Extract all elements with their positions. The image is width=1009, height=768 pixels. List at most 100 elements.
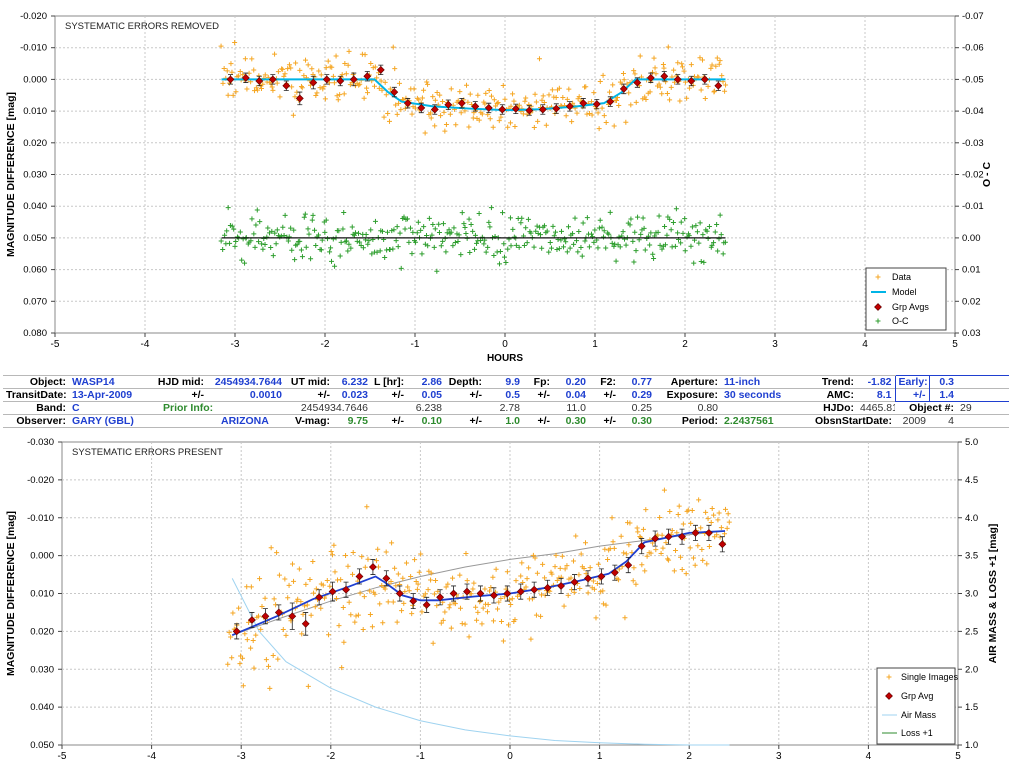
oc-point <box>574 238 580 244</box>
single-image-point <box>526 565 532 571</box>
early-err-unit: min <box>957 388 1009 402</box>
oc-point <box>570 231 576 237</box>
single-image-point <box>552 564 558 570</box>
data-point <box>334 93 340 99</box>
oc-point <box>446 227 452 233</box>
oc-point <box>419 251 425 257</box>
y2-tick-label: 2.5 <box>965 626 978 637</box>
hjd-mid-value: 2454934.7644 <box>207 375 285 389</box>
single-image-point <box>657 515 663 521</box>
data-point <box>262 72 268 78</box>
data-point <box>269 84 275 90</box>
data-point <box>364 85 370 91</box>
data-point <box>233 89 239 95</box>
data-point <box>421 87 427 93</box>
single-image-point <box>540 561 546 567</box>
single-image-point <box>666 557 672 563</box>
grp-avg-point <box>579 99 588 108</box>
oc-point <box>617 244 623 250</box>
vmag-err-value: 0.10 <box>407 414 445 428</box>
single-image-point <box>480 605 486 611</box>
data-point <box>631 68 637 74</box>
oc-point <box>318 247 324 253</box>
oc-point <box>541 223 547 229</box>
oc-point <box>369 251 375 257</box>
single-image-point <box>576 572 582 578</box>
single-image-point <box>419 609 425 615</box>
oc-point <box>240 236 246 242</box>
data-point <box>688 62 694 68</box>
object-num-value: 29 <box>957 401 1009 415</box>
oc-point <box>627 222 633 228</box>
single-image-point <box>350 571 356 577</box>
oc-point <box>294 242 300 248</box>
grp-avg-point <box>282 81 291 90</box>
hjd-err-value: 0.0010 <box>207 388 285 402</box>
single-image-point <box>468 591 474 597</box>
single-image-point <box>509 596 515 602</box>
single-image-point <box>705 516 711 522</box>
data-point <box>342 61 348 67</box>
single-image-point <box>442 609 448 615</box>
y-tick-label: 0.040 <box>30 702 54 713</box>
data-point <box>402 105 408 111</box>
oc-point <box>572 215 578 221</box>
oc-point <box>694 229 700 235</box>
single-image-point <box>479 621 485 627</box>
oc-point <box>242 260 248 266</box>
single-image-point <box>556 575 562 581</box>
single-image-point <box>661 487 667 493</box>
single-image-point <box>655 532 661 538</box>
single-image-point <box>302 603 308 609</box>
single-image-point <box>648 550 654 556</box>
oc-point <box>628 216 634 222</box>
oc-point <box>337 253 343 259</box>
data-point <box>286 62 292 68</box>
y-tick-label: 0.010 <box>30 589 54 600</box>
data-point <box>274 80 280 86</box>
data-point <box>560 94 566 100</box>
data-point <box>447 111 453 117</box>
x-tick-label: 3 <box>772 339 778 350</box>
single-image-point <box>565 592 571 598</box>
x-tick-label: 1 <box>592 339 598 350</box>
data-point <box>425 81 431 87</box>
data-point <box>679 61 685 67</box>
data-point <box>496 118 502 124</box>
single-image-point <box>513 578 519 584</box>
single-image-point <box>581 566 587 572</box>
grp-avg-point <box>255 77 264 85</box>
oc-point <box>600 234 606 240</box>
oc-point <box>472 246 478 252</box>
aperture-label: Aperture: <box>655 375 721 389</box>
oc-point <box>567 245 573 251</box>
data-point <box>642 94 648 100</box>
data-point <box>532 91 538 97</box>
oc-point <box>672 243 678 249</box>
single-image-point <box>311 590 317 596</box>
y-tick-label: 0.080 <box>23 328 47 339</box>
oc-point <box>368 227 374 233</box>
single-image-point <box>312 604 318 610</box>
oc-point <box>597 217 603 223</box>
grp-avg-point <box>678 532 686 541</box>
single-image-point <box>642 568 648 574</box>
single-image-point <box>714 532 720 538</box>
single-image-point <box>242 631 248 637</box>
data-point <box>698 87 704 93</box>
single-image-point <box>660 545 666 551</box>
single-image-point <box>265 663 271 669</box>
single-image-point <box>322 595 328 601</box>
data-point <box>486 88 492 94</box>
oc-point <box>704 228 710 234</box>
grp-avg-point <box>457 99 466 108</box>
grp-avg-point <box>268 75 277 84</box>
oc-point <box>476 210 482 216</box>
single-image-point <box>373 558 379 564</box>
single-image-point <box>715 517 721 523</box>
oc-point <box>510 226 516 232</box>
single-image-point <box>512 617 518 623</box>
single-image-point <box>402 589 408 595</box>
data-point <box>329 64 335 70</box>
obsn-day: 13 <box>957 414 1009 428</box>
